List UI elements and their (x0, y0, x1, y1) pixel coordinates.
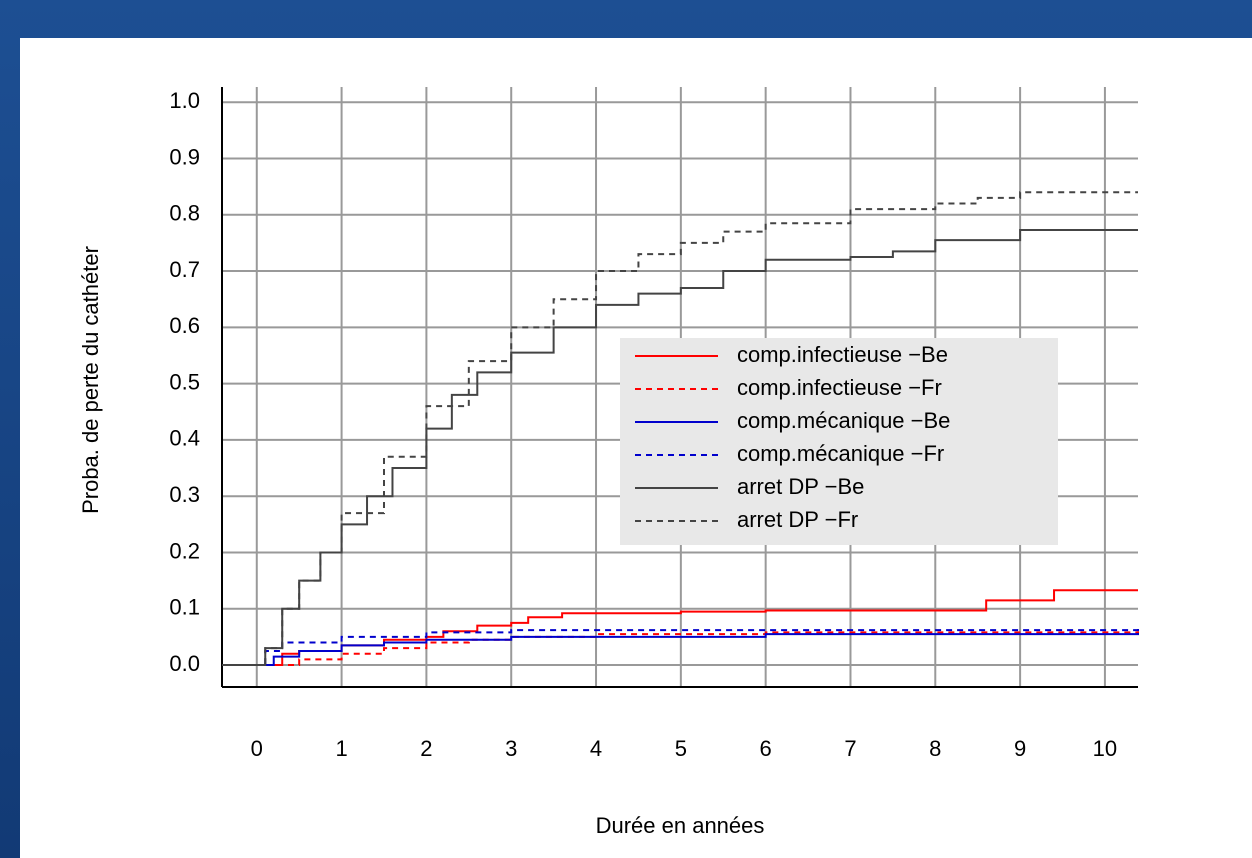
y-tick-label: 0.1 (169, 595, 200, 620)
x-tick-label: 5 (675, 736, 687, 761)
legend-label: arret DP −Be (737, 474, 864, 499)
legend-label: comp.infectieuse −Be (737, 342, 948, 367)
series-line (222, 632, 1139, 667)
x-tick-label: 1 (335, 736, 347, 761)
y-tick-label: 0.3 (169, 482, 200, 507)
y-tick-label: 0.5 (169, 369, 200, 394)
y-tick-label: 0.9 (169, 144, 200, 169)
legend-box (620, 338, 1058, 545)
y-tick-label: 0.2 (169, 538, 200, 563)
x-tick-label: 3 (505, 736, 517, 761)
y-tick-label: 0.8 (169, 201, 200, 226)
y-tick-label: 0.7 (169, 257, 200, 282)
x-tick-label: 8 (929, 736, 941, 761)
y-tick-label: 0.6 (169, 313, 200, 338)
y-axis-label: Proba. de perte du cathéter (78, 246, 103, 514)
legend-label: comp.mécanique −Fr (737, 441, 944, 466)
x-tick-label: 4 (590, 736, 602, 761)
x-tick-label: 2 (420, 736, 432, 761)
series-line (222, 631, 1139, 667)
y-tick-label: 1.0 (169, 88, 200, 113)
x-tick-label: 6 (760, 736, 772, 761)
x-tick-label: 7 (844, 736, 856, 761)
legend-label: comp.infectieuse −Fr (737, 375, 942, 400)
legend-label: comp.mécanique −Be (737, 408, 950, 433)
series-line (222, 191, 1138, 667)
y-tick-label: 0.4 (169, 426, 200, 451)
legend-label: arret DP −Fr (737, 507, 858, 532)
x-tick-label: 10 (1093, 736, 1117, 761)
x-axis-label: Durée en années (596, 813, 765, 838)
y-tick-label: 0.0 (169, 651, 200, 676)
x-tick-label: 0 (251, 736, 263, 761)
x-tick-label: 9 (1014, 736, 1026, 761)
